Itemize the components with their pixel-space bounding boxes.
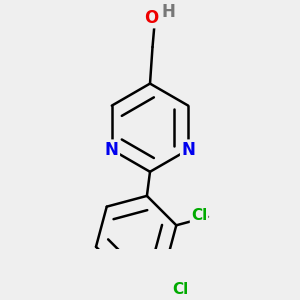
Text: O: O [144, 9, 158, 27]
Text: Cl: Cl [172, 282, 188, 297]
Text: H: H [162, 3, 176, 21]
Text: N: N [181, 141, 195, 159]
Text: N: N [105, 141, 119, 159]
Text: Cl: Cl [191, 208, 207, 223]
